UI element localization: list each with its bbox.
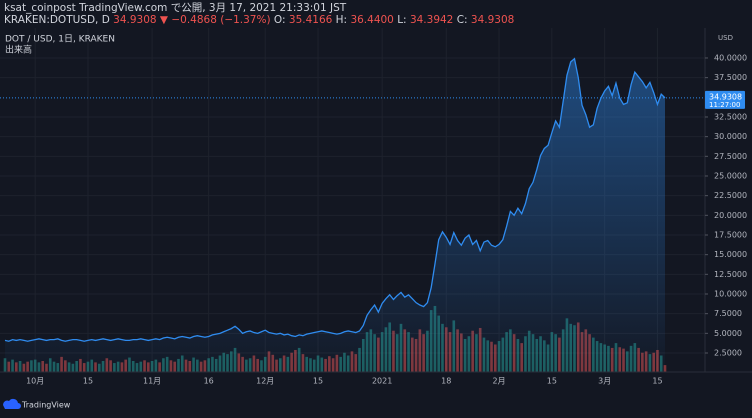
publisher: ksat_coinpost TradingView.com で公開, 3月 17… — [4, 2, 347, 14]
y-tick-label: 17.5000 — [714, 230, 747, 239]
y-tick-label: 40.0000 — [714, 53, 747, 62]
y-tick-label: 5.0000 — [714, 329, 742, 338]
x-tick-label: 18 — [441, 377, 451, 386]
price: 34.9308 — [113, 14, 156, 26]
legend: DOT / USD, 1日, KRAKEN — [5, 34, 115, 45]
price-line — [4, 57, 666, 342]
plot — [0, 28, 705, 372]
axis-unit: USD — [718, 34, 733, 42]
x-tick-label: 11月 — [143, 377, 161, 386]
quote-line: KRAKEN:DOTUSD, D 34.9308 ▼ −0.4868 (−1.3… — [4, 14, 514, 26]
x-tick-label: 2021 — [372, 377, 392, 386]
x-tick-label: 15 — [83, 377, 93, 386]
last-price-label: 34.9308 — [709, 92, 742, 101]
y-tick-label: 7.5000 — [714, 309, 742, 318]
quote-value: 34.3942 — [410, 14, 453, 26]
y-tick-label: 27.5000 — [714, 152, 747, 161]
quote: KRAKEN:DOTUSD, D 34.9308 ▼ −0.4868 (−1.3… — [4, 14, 514, 26]
y-tick-label: 22.5000 — [714, 191, 747, 200]
y-tick-label: 37.5000 — [714, 73, 747, 82]
arrow: ▼ — [160, 14, 169, 26]
quote-label: C: — [457, 14, 468, 26]
quote-value: 34.9308 — [471, 14, 514, 26]
change: −0.4868 (−1.37%) — [171, 14, 270, 26]
x-tick-label: 15 — [313, 377, 323, 386]
y-tick-label: 15.0000 — [714, 250, 747, 259]
x-tick-label: 10月 — [26, 377, 44, 386]
logo — [3, 398, 21, 409]
x-tick-label: 15 — [652, 377, 662, 386]
x-tick-label: 16 — [204, 377, 214, 386]
y-tick-label: 12.5000 — [714, 270, 747, 279]
x-tick-label: 15 — [547, 377, 557, 386]
y-tick-label: 20.0000 — [714, 211, 747, 220]
y-tick-label: 2.5000 — [714, 349, 742, 358]
quote-label: L: — [397, 14, 406, 26]
symbol: KRAKEN:DOTUSD, D — [4, 14, 110, 26]
y-tick-label: 25.0000 — [714, 171, 747, 180]
area — [5, 58, 665, 372]
y-tick-label: 10.0000 — [714, 289, 747, 298]
x-tick-label: 2月 — [493, 377, 506, 386]
last-price-box — [705, 90, 745, 109]
quote-label: H: — [336, 14, 347, 26]
countdown: 11:27:00 — [709, 101, 740, 109]
quote-value: 35.4166 — [289, 14, 333, 26]
quote-value: 36.4400 — [350, 14, 393, 26]
y-tick-label: 30.0000 — [714, 132, 747, 141]
footer: TradingView — [21, 401, 71, 410]
y-tick-label: 32.5000 — [714, 112, 747, 121]
x-tick-label: 3月 — [598, 377, 611, 386]
quote-label: O: — [274, 14, 286, 26]
x-tick-label: 12月 — [256, 377, 274, 386]
volume-label: 出来高 — [5, 44, 32, 56]
